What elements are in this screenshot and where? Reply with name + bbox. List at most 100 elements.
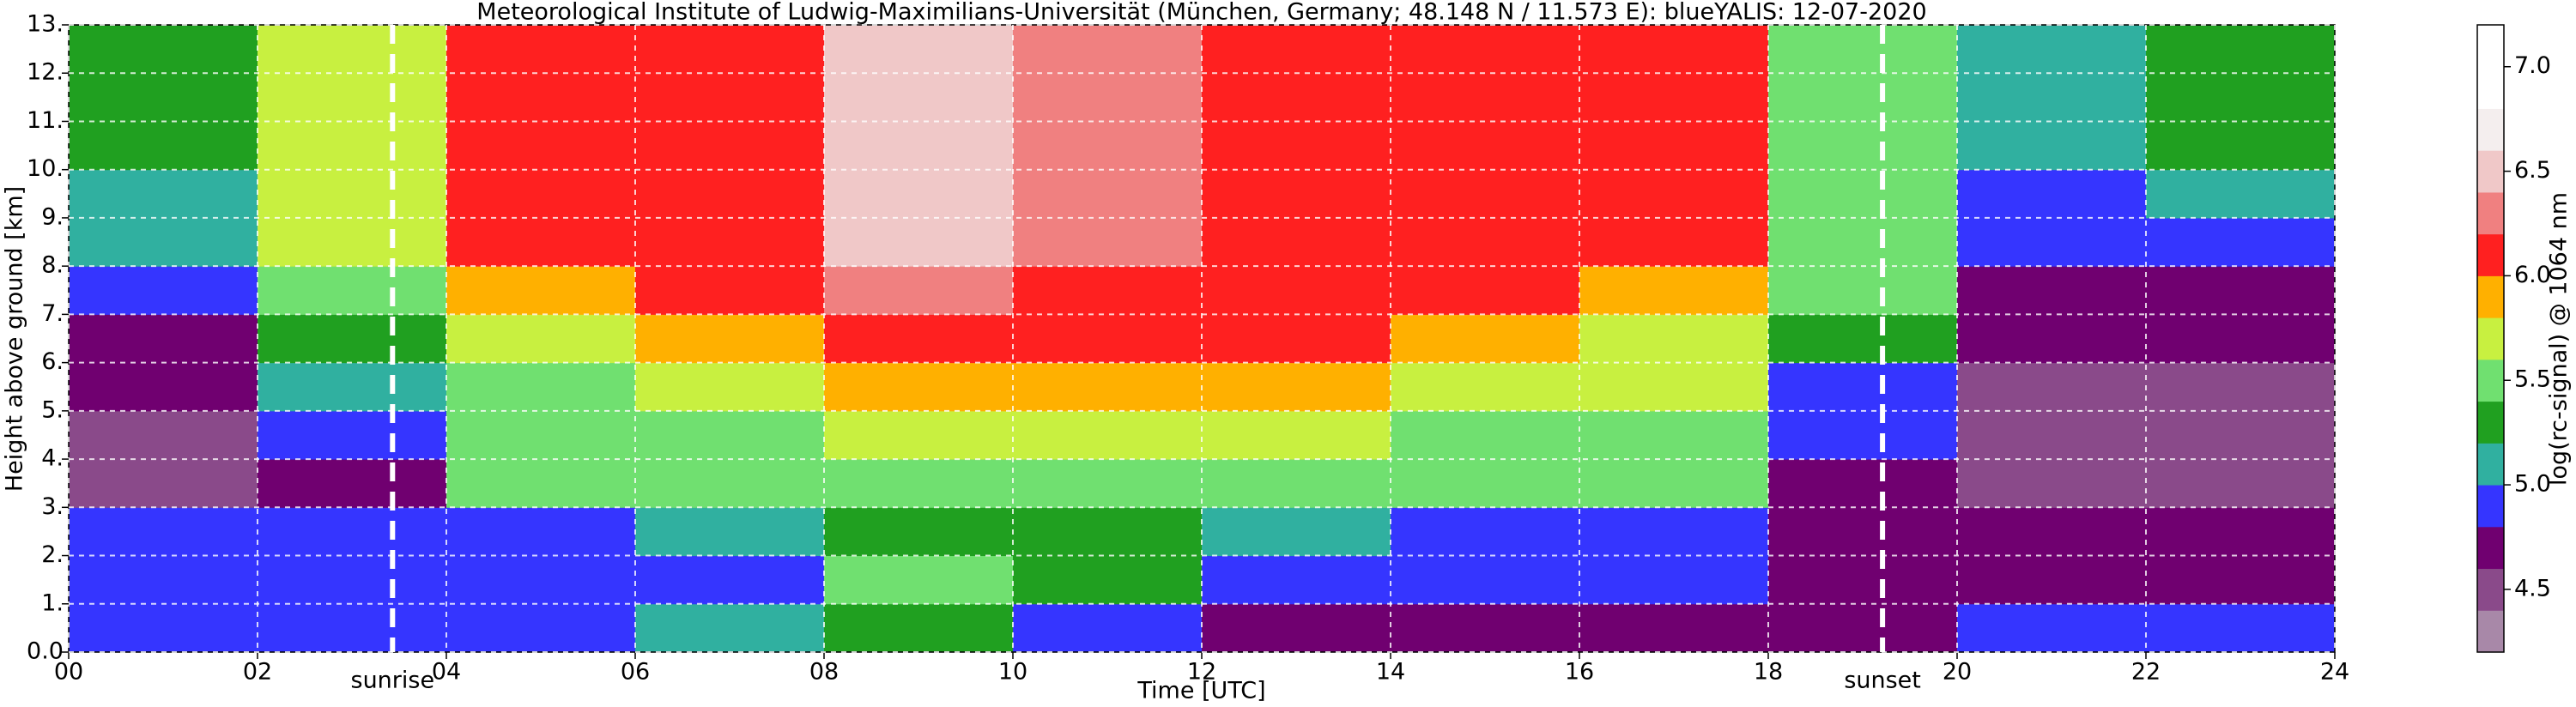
colorbar-band [2477, 233, 2504, 276]
colorbar-tick-label: 5.0 [2514, 471, 2551, 498]
heatmap-cell [1202, 314, 1391, 364]
y-tick-label: 8. [41, 252, 64, 279]
heatmap-cell [1391, 169, 1580, 219]
heatmap-cell [1579, 121, 1769, 171]
x-tick-label: 00 [54, 659, 83, 686]
heatmap-cell [824, 73, 1014, 122]
heatmap-cell [1391, 266, 1580, 315]
heatmap-cell [1013, 169, 1203, 219]
heatmap-cell [1579, 266, 1769, 315]
heatmap-cell [1391, 73, 1580, 122]
heatmap-cell [1013, 314, 1203, 364]
heatmap-cell [824, 314, 1014, 364]
heatmap-cell [446, 555, 636, 605]
heatmap-cell [1768, 507, 1958, 557]
heatmap-cell [824, 507, 1014, 557]
heatmap-cell [1202, 410, 1391, 460]
colorbar-band [2477, 25, 2504, 68]
heatmap-cell [69, 507, 258, 557]
heatmap-cell [1202, 555, 1391, 605]
x-tick-label: 24 [2320, 659, 2349, 686]
x-tick-label: 06 [621, 659, 650, 686]
colorbar-tick-label: 6.0 [2514, 262, 2551, 288]
heatmap-cell [446, 362, 636, 412]
heatmap-cell [1202, 459, 1391, 508]
heatmap-cell [1202, 362, 1391, 412]
heatmap-cell [1391, 459, 1580, 508]
heatmap-cell [1391, 603, 1580, 653]
heatmap-cell [1391, 25, 1580, 74]
heatmap-cell [69, 25, 258, 74]
heatmap-cell [1768, 459, 1958, 508]
heatmap-cell [69, 459, 258, 508]
heatmap-cell [635, 362, 825, 412]
heatmap-cell [446, 266, 636, 315]
heatmap-cell [69, 603, 258, 653]
heatmap-cell [1013, 410, 1203, 460]
heatmap-cell [258, 603, 447, 653]
heatmap-cell [258, 25, 447, 74]
heatmap-cell [2146, 362, 2336, 412]
heatmap-cell [1013, 603, 1203, 653]
heatmap-cell [1579, 25, 1769, 74]
heatmap-cell [824, 25, 1014, 74]
heatmap-cell [1768, 314, 1958, 364]
colorbar-band [2477, 150, 2504, 193]
heatmap-cell [446, 25, 636, 74]
heatmap-cell [258, 266, 447, 315]
heatmap-cell [1202, 603, 1391, 653]
x-axis-label: Time [UTC] [1136, 678, 1265, 704]
heatmap-cell [1957, 73, 2147, 122]
heatmap-cell [2146, 410, 2336, 460]
heatmap-cell [1202, 266, 1391, 315]
colorbar-band [2477, 359, 2504, 402]
heatmap-cell [635, 169, 825, 219]
heatmap-cell [446, 603, 636, 653]
heatmap-cell [824, 555, 1014, 605]
heatmap-cell [258, 217, 447, 267]
colorbar-band [2477, 401, 2504, 444]
heatmap-cell [635, 25, 825, 74]
heatmap-cell [1579, 217, 1769, 267]
heatmap-cell [258, 314, 447, 364]
heatmap-cell [1579, 410, 1769, 460]
y-tick-label: 9. [41, 203, 64, 230]
y-tick-label: 3. [41, 493, 64, 520]
heatmap-cell [1957, 169, 2147, 219]
heatmap-cell [1579, 314, 1769, 364]
x-tick-label: 08 [809, 659, 839, 686]
heatmap-cell [1768, 25, 1958, 74]
heatmap-cell [446, 507, 636, 557]
colorbar-band [2477, 191, 2504, 235]
heatmap-cell [446, 217, 636, 267]
heatmap-cell [2146, 314, 2336, 364]
y-tick-label: 10. [27, 155, 64, 182]
heatmap-cell [824, 266, 1014, 315]
heatmap-cell [1202, 73, 1391, 122]
heatmap-cell [1391, 121, 1580, 171]
heatmap-cell [1579, 507, 1769, 557]
heatmap-cell [1013, 266, 1203, 315]
colorbar-band [2477, 275, 2504, 318]
heatmap-cell [824, 603, 1014, 653]
heatmap-cell [258, 121, 447, 171]
heatmap-cell [635, 121, 825, 171]
heatmap-cell [824, 169, 1014, 219]
heatmap-cell [258, 362, 447, 412]
y-tick-label: 4. [41, 445, 64, 472]
x-tick-label: 10 [998, 659, 1027, 686]
heatmap-cell [635, 459, 825, 508]
heatmap-cell [2146, 25, 2336, 74]
heatmap-cell [635, 314, 825, 364]
heatmap-cell [258, 507, 447, 557]
colorbar-band [2477, 66, 2504, 109]
heatmap-cell [69, 314, 258, 364]
y-tick-label: 7. [41, 300, 64, 327]
heatmap-cell [824, 121, 1014, 171]
heatmap-cell [1202, 121, 1391, 171]
heatmap-cell [1768, 410, 1958, 460]
heatmap-cell [1768, 73, 1958, 122]
heatmap-cell [2146, 555, 2336, 605]
heatmap-cell [1202, 25, 1391, 74]
